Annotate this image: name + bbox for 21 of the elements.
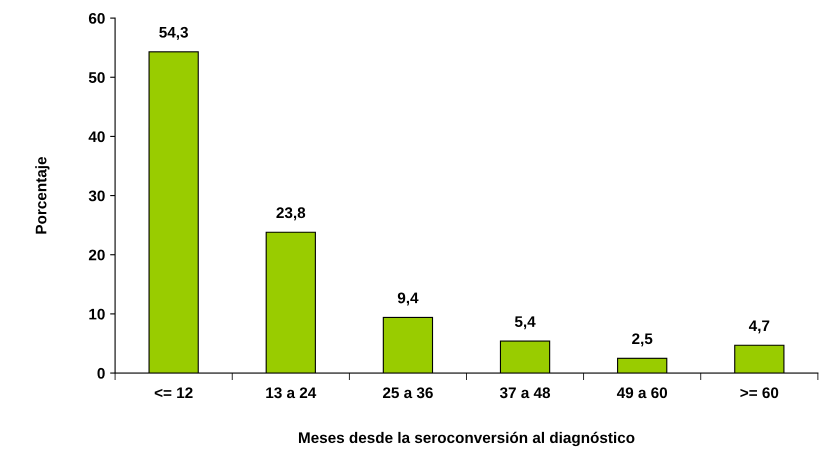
x-tick-label: 37 a 48 [500, 387, 550, 398]
x-axis-title: Meses desde la seroconversión al diagnóstico [298, 432, 634, 446]
y-axis-title: Porcentaje [35, 157, 50, 234]
x-tick-label: <= 12 [154, 387, 193, 398]
x-tick-label: 25 a 36 [382, 387, 433, 398]
x-tick-label: >= 60 [740, 387, 778, 398]
data-label: 23,8 [276, 207, 306, 220]
y-tick-label: 10 [89, 308, 105, 320]
y-tick-label: 30 [88, 190, 105, 202]
data-label: 9,4 [398, 292, 418, 306]
data-label: 54,3 [159, 26, 188, 40]
x-tick-label: 13 a 24 [266, 387, 316, 398]
data-label: 2,5 [632, 333, 652, 346]
y-tick-label: 50 [88, 72, 105, 83]
data-label: 4,7 [748, 320, 770, 334]
y-tick-label: 0 [97, 368, 105, 379]
y-tick-label: 40 [88, 131, 105, 142]
y-tick-label: 60 [88, 12, 105, 24]
data-label: 5,4 [514, 316, 536, 330]
x-tick-label: 49 a 60 [616, 387, 668, 398]
y-tick-label: 20 [88, 250, 105, 260]
